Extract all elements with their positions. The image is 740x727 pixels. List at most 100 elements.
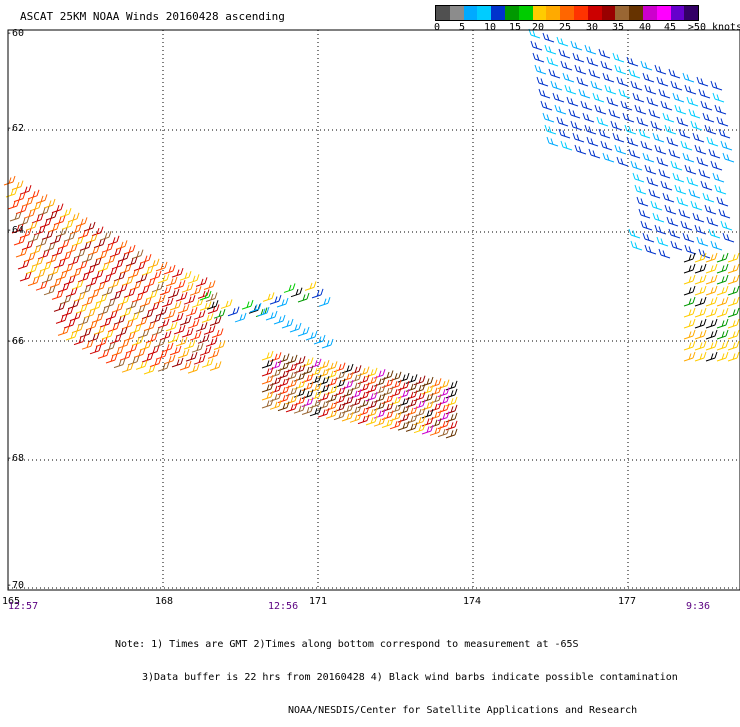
wind-barb [584, 44, 597, 55]
wind-barb [317, 391, 330, 402]
wind-barb [15, 204, 28, 215]
wind-barb [646, 96, 659, 107]
wind-barb [145, 290, 158, 300]
wind-barb [9, 211, 22, 222]
wind-barb [47, 266, 60, 276]
wind-barb [683, 329, 696, 340]
wind-barb [261, 350, 274, 361]
wind-barb [694, 340, 707, 351]
wind-barb [552, 92, 565, 103]
wind-barb [213, 309, 226, 319]
note-line: Note: 1) Times are GMT 2)Times along bot… [115, 639, 579, 650]
wind-barb [201, 358, 214, 368]
wind-barb [117, 295, 130, 306]
wind-barb [75, 260, 88, 271]
wind-barb [612, 132, 625, 143]
wind-barb [618, 88, 631, 99]
wind-barb [349, 365, 362, 375]
wind-barb [708, 148, 721, 159]
wind-barb [31, 257, 44, 267]
wind-barb [696, 76, 709, 87]
wind-barb [672, 92, 685, 103]
wind-barb [261, 398, 274, 409]
wind-barb [381, 418, 394, 428]
wind-barb [325, 369, 338, 379]
wind-barb [727, 329, 740, 340]
wind-barb [550, 80, 563, 91]
wind-barb [586, 56, 599, 67]
wind-barb [109, 247, 122, 258]
wind-barb [147, 258, 160, 269]
wind-barb [277, 353, 290, 364]
wind-barb [389, 387, 402, 398]
wind-barb [169, 345, 182, 356]
wind-barb [680, 140, 693, 151]
wind-barb [389, 379, 402, 390]
wind-barb [107, 322, 120, 333]
wind-barb [686, 96, 699, 107]
wind-barb [678, 128, 691, 139]
wind-barb [397, 404, 410, 415]
wind-barb [53, 215, 66, 226]
wind-barb [181, 283, 194, 293]
wind-barb [234, 312, 247, 323]
legend-tick: 35 [611, 22, 625, 33]
wind-barb [634, 184, 647, 195]
legend-swatch [532, 6, 547, 20]
wind-barb [373, 401, 386, 411]
wind-barb [313, 334, 326, 345]
wind-barb [59, 208, 72, 218]
wind-barb [683, 318, 696, 329]
wind-barb [71, 236, 84, 247]
wind-barb [349, 397, 362, 407]
wind-barb [682, 72, 695, 83]
wind-barb [705, 285, 718, 296]
wind-barb [381, 410, 394, 420]
wind-barb [257, 306, 270, 317]
wind-barb [616, 156, 629, 167]
wind-barb [570, 40, 583, 51]
wind-barb [365, 375, 378, 386]
wind-barb [293, 364, 306, 374]
wind-barb [185, 351, 198, 362]
wind-barb [548, 68, 561, 79]
wind-barb [664, 204, 677, 215]
wind-barb [213, 340, 226, 350]
wind-barb [429, 402, 442, 412]
wind-barb [608, 108, 621, 119]
wind-barb [658, 248, 671, 259]
legend-swatch [642, 6, 657, 20]
wind-barb [365, 407, 378, 418]
wind-barb [698, 88, 711, 99]
wind-barb [634, 104, 647, 115]
wind-barb [413, 423, 426, 434]
wind-barb [17, 259, 30, 270]
wind-barb [103, 255, 116, 265]
wind-barb [105, 310, 118, 321]
wind-barb [705, 274, 718, 285]
wind-barb [35, 281, 48, 291]
wind-barb [301, 357, 314, 367]
wind-barb [79, 328, 92, 338]
wind-barb [421, 376, 434, 387]
wind-barb [107, 235, 120, 246]
wind-barb [727, 351, 740, 362]
wind-barb [576, 76, 589, 87]
wind-barb [51, 246, 64, 257]
wind-barb [716, 318, 729, 329]
legend-tick: 25 [558, 22, 572, 33]
wind-barb [602, 152, 615, 163]
wind-barb [189, 286, 202, 296]
wind-barb [139, 340, 152, 351]
wind-barb [445, 396, 458, 407]
wind-barb [705, 252, 718, 263]
wind-barb [437, 379, 450, 390]
wind-barb [93, 238, 106, 249]
wind-barb [670, 160, 683, 171]
wind-barb [187, 274, 200, 284]
wind-barb [598, 128, 611, 139]
wind-barb [67, 212, 80, 223]
wind-barb [405, 414, 418, 424]
wind-barb [293, 380, 306, 390]
wind-barb [276, 297, 289, 308]
